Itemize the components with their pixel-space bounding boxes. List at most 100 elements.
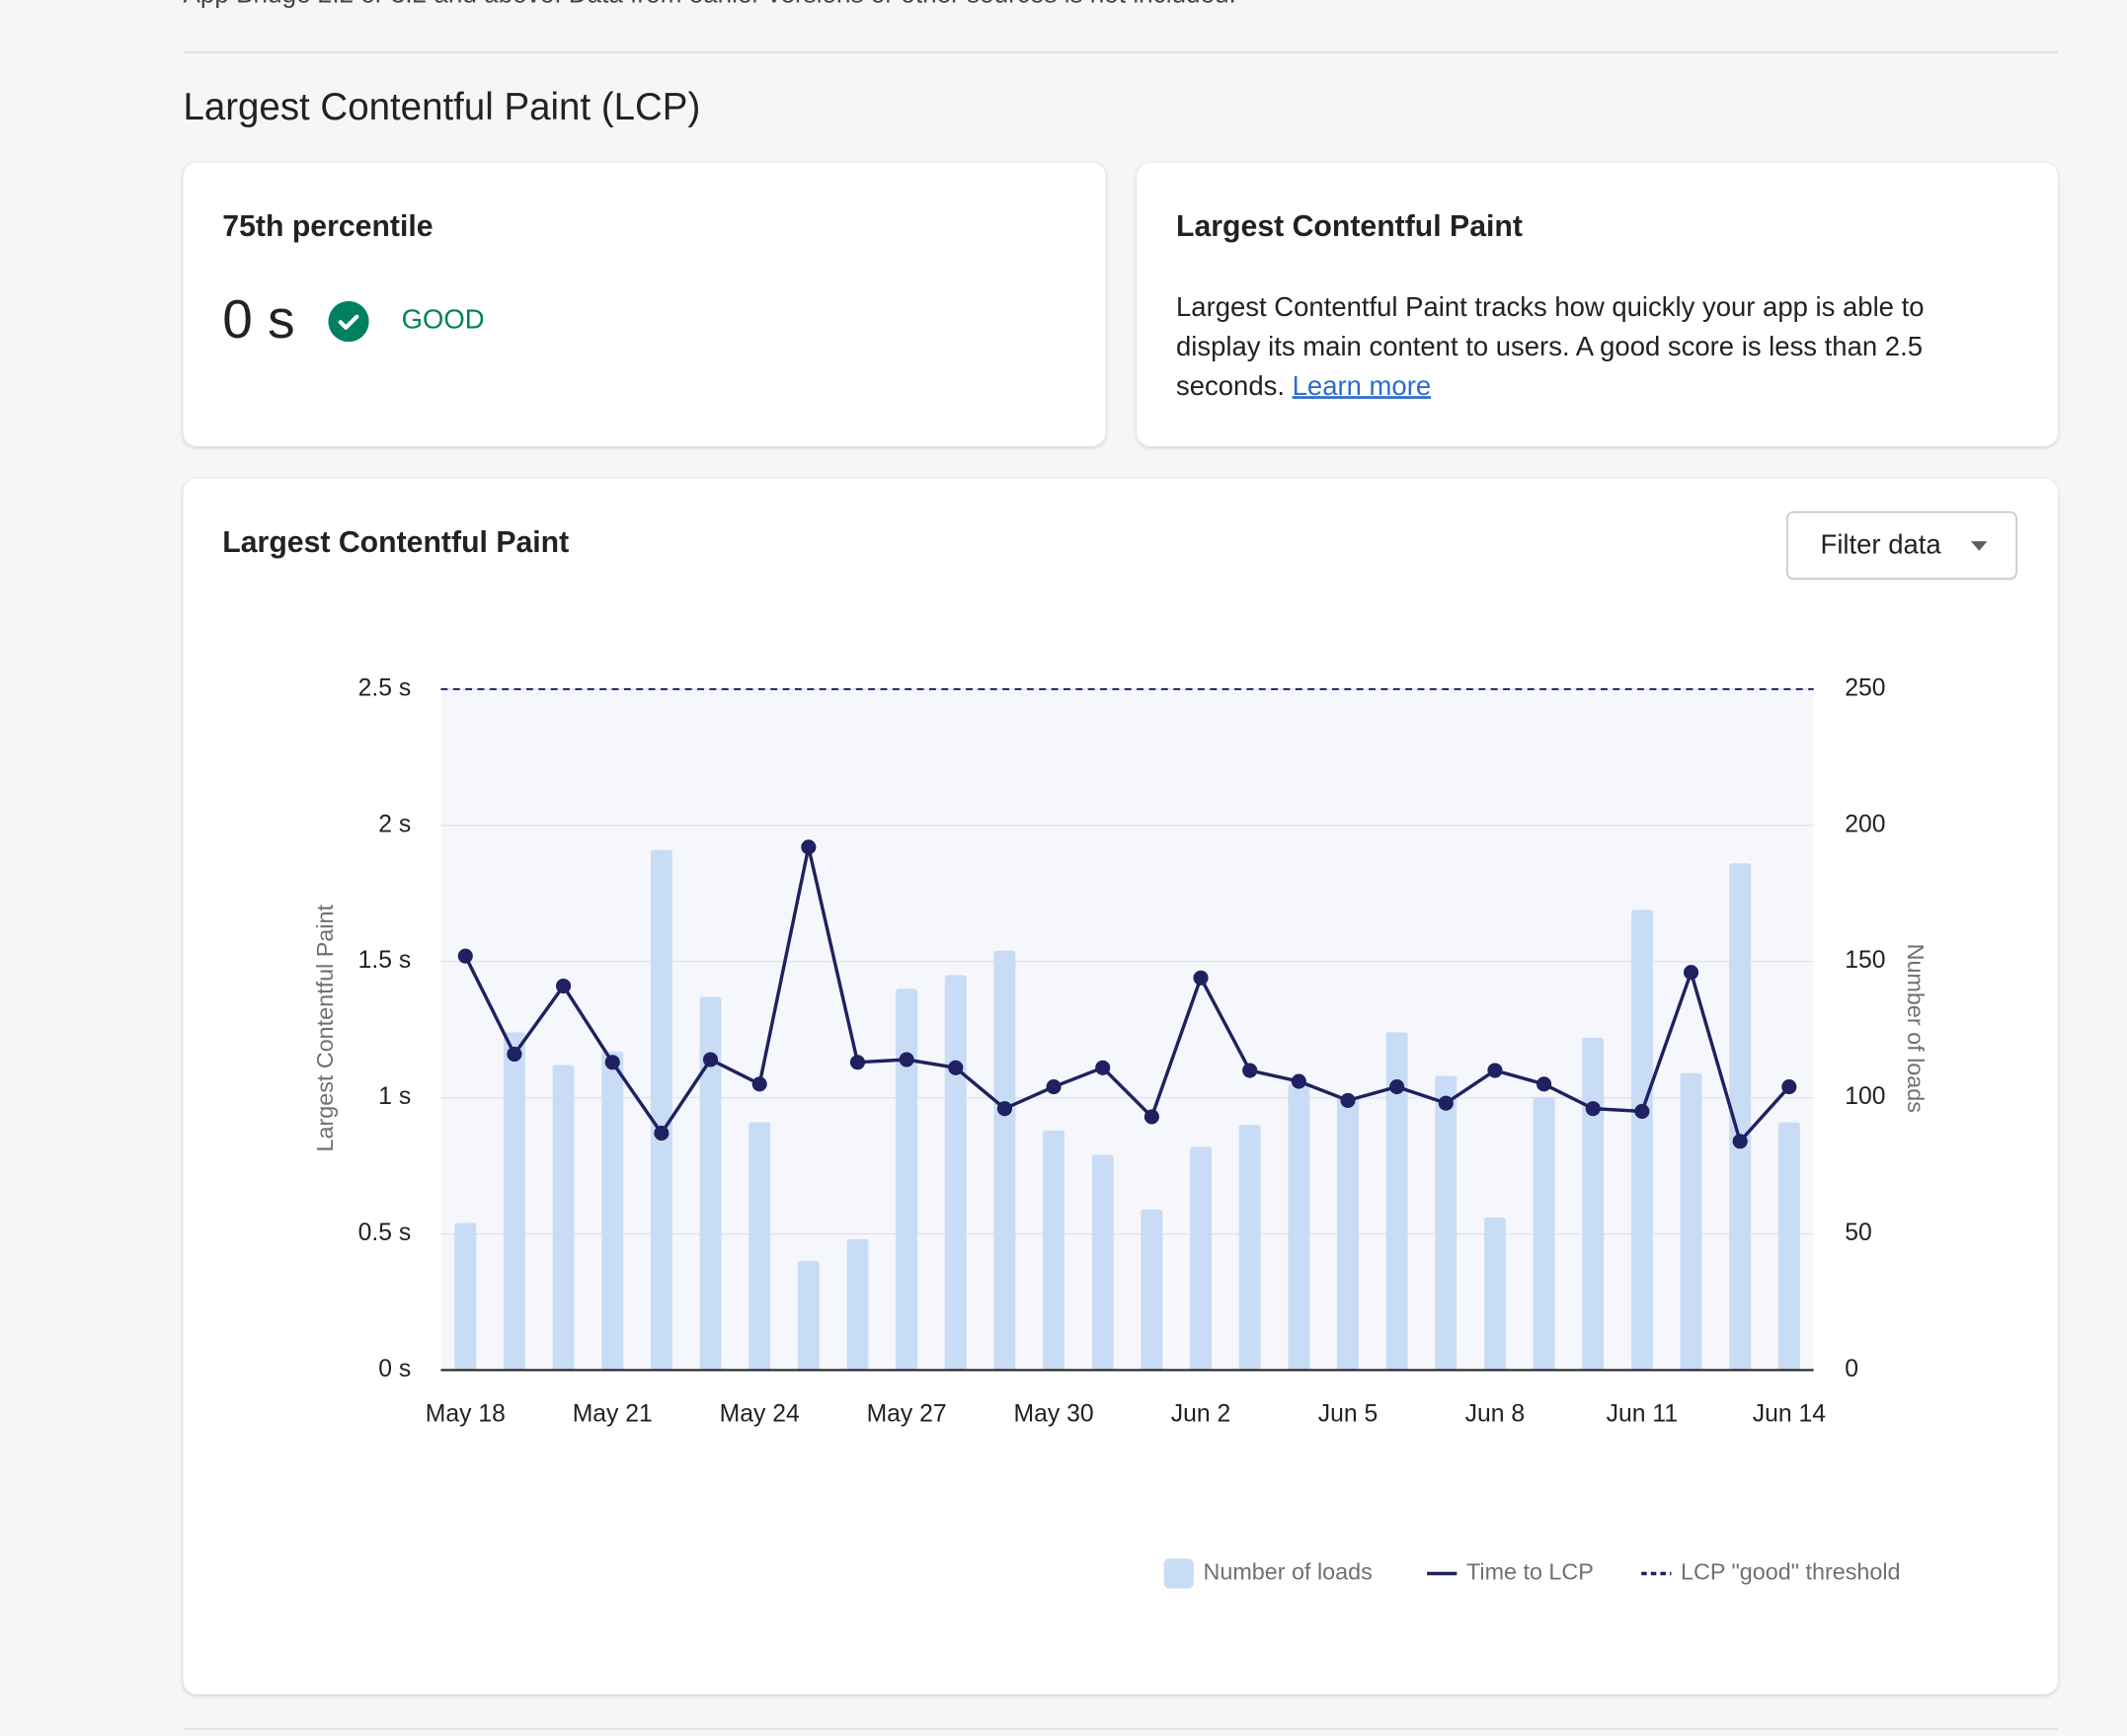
point xyxy=(1340,1092,1356,1108)
y-axis-label: Largest Contentful Paint xyxy=(312,905,338,1152)
point xyxy=(1634,1103,1650,1119)
y2-tick-label: 200 xyxy=(1845,811,1885,837)
point xyxy=(702,1052,719,1067)
point xyxy=(654,1125,670,1142)
point xyxy=(507,1046,522,1063)
bar xyxy=(944,975,967,1371)
summary-card: 75th percentile 0 s GOOD xyxy=(183,162,1106,446)
plot-background xyxy=(440,688,1814,1371)
x-tick-label: Jun 8 xyxy=(1465,1400,1525,1427)
bar xyxy=(896,988,918,1371)
bar xyxy=(1533,1097,1555,1371)
y-tick-label: 1 s xyxy=(378,1083,411,1110)
y2-tick-label: 100 xyxy=(1845,1083,1885,1110)
bar xyxy=(552,1065,575,1371)
y2-tick-label: 50 xyxy=(1845,1220,1872,1246)
point xyxy=(1095,1060,1111,1075)
y-tick-label: 1.5 s xyxy=(358,947,412,974)
point xyxy=(1487,1063,1503,1078)
x-tick-label: May 21 xyxy=(573,1400,653,1427)
check-icon xyxy=(328,300,369,343)
bar xyxy=(1385,1032,1408,1371)
bar xyxy=(1582,1037,1605,1371)
y-tick-label: 0.5 s xyxy=(358,1220,412,1246)
card-title: Largest Contentful Paint xyxy=(1176,208,1523,243)
legend-label: Number of loads xyxy=(1203,1559,1372,1585)
point xyxy=(1536,1076,1552,1092)
y2-axis-label: Number of loads xyxy=(1903,944,1929,1113)
x-tick-label: Jun 11 xyxy=(1607,1400,1678,1427)
bar xyxy=(1288,1083,1310,1371)
metric-value: 0 s xyxy=(222,289,295,351)
y-tick-label: 2.5 s xyxy=(358,674,412,701)
info-body: Largest Contentful Paint tracks how quic… xyxy=(1176,292,1925,402)
bar xyxy=(1777,1122,1800,1371)
bar xyxy=(1043,1130,1065,1371)
point xyxy=(1242,1063,1258,1078)
y2-tick-label: 0 xyxy=(1845,1356,1858,1382)
y2-tick-label: 150 xyxy=(1845,947,1885,974)
card-label: 75th percentile xyxy=(222,208,433,243)
bar xyxy=(1630,909,1653,1371)
filter-button[interactable]: Filter data xyxy=(1786,511,2017,580)
separator xyxy=(183,51,2058,53)
learn-more-link[interactable]: Learn more xyxy=(1292,371,1432,402)
point xyxy=(996,1101,1012,1117)
x-tick-label: May 30 xyxy=(1014,1400,1094,1427)
bar xyxy=(1729,863,1752,1371)
bar xyxy=(846,1239,869,1371)
point xyxy=(1781,1079,1797,1095)
card-title: Largest Contentful Paint xyxy=(222,524,570,559)
point xyxy=(1732,1134,1748,1149)
section-title: Largest Contentful Paint (LCP) xyxy=(183,85,701,128)
point xyxy=(1291,1073,1306,1089)
x-tick-label: May 24 xyxy=(720,1400,800,1427)
info-text: Largest Contentful Paint tracks how quic… xyxy=(1176,289,1990,408)
y-tick-label: 0 s xyxy=(378,1356,411,1382)
bar xyxy=(601,1051,624,1371)
header-text: App Bridge 2.2 or 3.2 and above. Data fr… xyxy=(183,0,1235,11)
x-tick-label: Jun 5 xyxy=(1318,1400,1378,1427)
y-tick-label: 2 s xyxy=(378,811,411,837)
bar xyxy=(454,1223,477,1371)
legend-swatch xyxy=(1163,1558,1194,1589)
bar xyxy=(1091,1154,1114,1371)
point xyxy=(1683,965,1699,981)
legend-label: Time to LCP xyxy=(1466,1559,1594,1585)
point xyxy=(849,1055,866,1070)
y2-tick-label: 250 xyxy=(1845,674,1885,701)
bar xyxy=(1483,1217,1506,1371)
point xyxy=(948,1060,964,1075)
caret xyxy=(1971,541,1988,551)
bar xyxy=(797,1261,820,1371)
bar xyxy=(1190,1146,1213,1371)
x-tick-label: Jun 2 xyxy=(1171,1400,1230,1427)
point xyxy=(1438,1095,1454,1111)
point xyxy=(1193,970,1209,986)
point xyxy=(801,839,817,855)
separator xyxy=(183,1728,2058,1730)
bar xyxy=(1680,1072,1702,1371)
bar xyxy=(993,950,1016,1371)
filter-button-label: Filter data xyxy=(1820,530,1941,561)
bar xyxy=(1336,1097,1359,1371)
status-badge: GOOD xyxy=(401,305,485,336)
info-card: Largest Contentful Paint Largest Content… xyxy=(1137,162,2058,446)
point xyxy=(1046,1079,1062,1095)
point xyxy=(604,1055,620,1070)
legend-label: LCP "good" threshold xyxy=(1681,1559,1901,1585)
point xyxy=(556,978,572,994)
bar xyxy=(748,1122,771,1371)
bar xyxy=(650,849,672,1371)
point xyxy=(1389,1079,1405,1095)
bar xyxy=(699,996,722,1371)
x-tick-label: Jun 14 xyxy=(1753,1400,1826,1427)
bar xyxy=(503,1032,525,1371)
x-tick-label: May 27 xyxy=(867,1400,947,1427)
x-tick-label: May 18 xyxy=(426,1400,506,1427)
point xyxy=(457,948,473,964)
point xyxy=(1585,1101,1601,1117)
